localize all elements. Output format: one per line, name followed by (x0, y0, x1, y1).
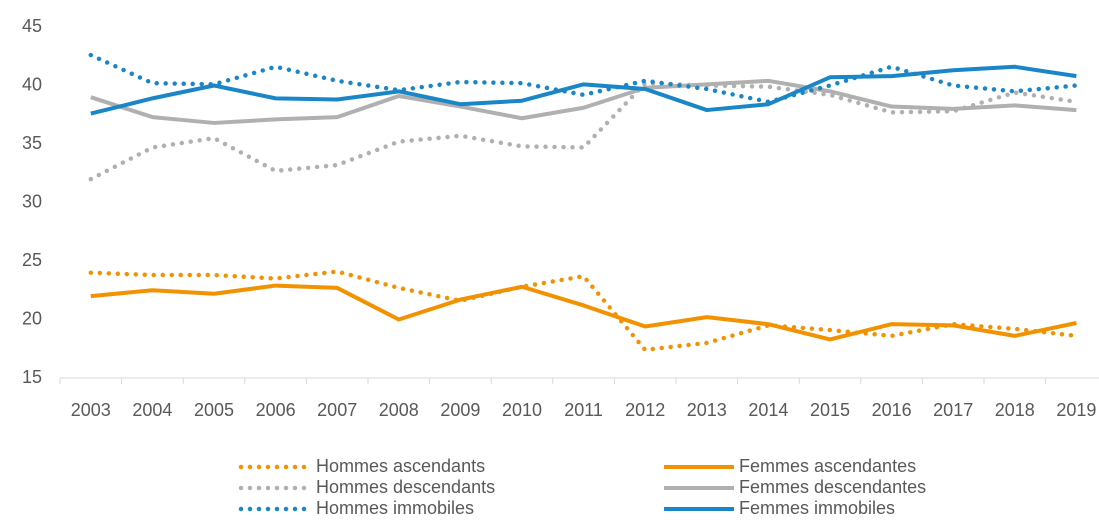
legend-label: Femmes descendantes (739, 477, 926, 497)
x-tick-label: 2007 (317, 400, 357, 420)
x-tick-label: 2011 (564, 400, 603, 420)
legend-label: Hommes ascendants (316, 456, 485, 476)
series-line (90, 64, 1077, 116)
legend-label: Femmes immobiles (739, 498, 895, 518)
y-tick-label: 20 (22, 308, 42, 328)
x-tick-label: 2018 (995, 400, 1035, 420)
x-tick-label: 2012 (625, 400, 665, 420)
legend-label: Hommes immobiles (316, 498, 474, 518)
x-tick-label: 2010 (502, 400, 542, 420)
x-tick-label: 2015 (810, 400, 850, 420)
series-line (90, 283, 1077, 342)
y-tick-label: 40 (22, 74, 42, 94)
series-line (88, 269, 1079, 353)
x-tick-label: 2017 (933, 400, 973, 420)
x-tick-label: 2014 (748, 400, 788, 420)
y-tick-label: 15 (22, 367, 42, 387)
y-tick-label: 35 (22, 133, 42, 153)
x-tick-label: 2019 (1056, 400, 1096, 420)
x-tick-label: 2006 (256, 400, 296, 420)
y-tick-label: 45 (22, 16, 42, 36)
legend-label: Hommes descendants (316, 477, 495, 497)
x-tick-label: 2016 (872, 400, 912, 420)
x-tick-label: 2009 (440, 400, 480, 420)
series-line (88, 80, 1079, 182)
legend-label: Femmes ascendantes (739, 456, 916, 476)
y-tick-label: 25 (22, 250, 42, 270)
y-tick-label: 30 (22, 191, 42, 211)
x-tick-label: 2013 (687, 400, 727, 420)
series-line (90, 78, 1077, 125)
x-tick-label: 2008 (379, 400, 419, 420)
x-tick-label: 2004 (132, 400, 172, 420)
x-tick-label: 2003 (71, 400, 111, 420)
series-line (88, 52, 1079, 105)
x-tick-label: 2005 (194, 400, 234, 420)
